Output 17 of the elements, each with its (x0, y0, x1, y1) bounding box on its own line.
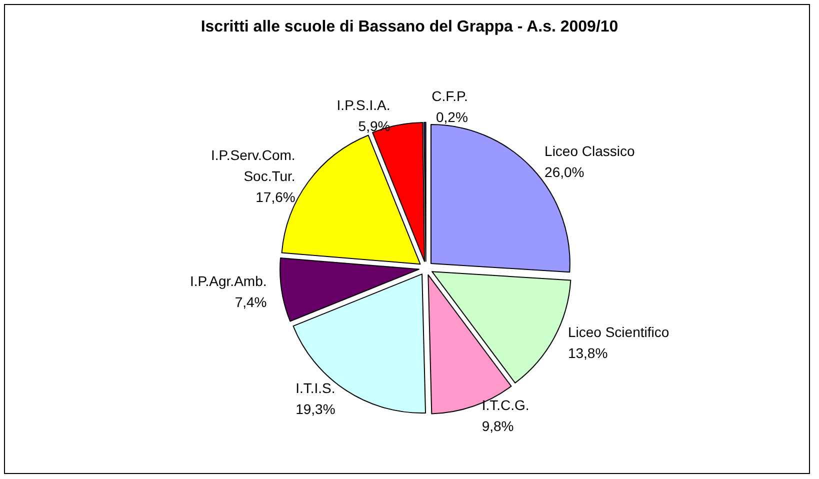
data-label: 9,8% (482, 418, 514, 434)
slice-label: I.P.Serv.Com. Soc.Tur. (211, 146, 296, 184)
data-label: 26,0% (544, 164, 584, 180)
slice-label: I.T.C.G. (482, 397, 530, 414)
slice-label: Liceo Scientifico (568, 324, 670, 340)
data-label: 7,4% (234, 294, 267, 310)
data-label: 0,2% (436, 108, 468, 125)
chart-title: Iscritti alle scuole di Bassano del Grappa - A.s. 2009/10 (200, 18, 618, 36)
slice-label: Liceo Classico (544, 143, 636, 160)
data-label: 5,9% (358, 118, 390, 134)
slice-label: I.P.Agr.Amb. (190, 273, 267, 290)
data-label: 17,6% (256, 188, 296, 205)
slice-label: I.T.I.S. (296, 380, 336, 396)
data-label: 19,3% (296, 401, 336, 418)
slice-label: I.P.S.I.A. (336, 96, 390, 113)
slice-label: C.F.P. (432, 88, 468, 104)
data-label: 13,8% (568, 344, 608, 361)
